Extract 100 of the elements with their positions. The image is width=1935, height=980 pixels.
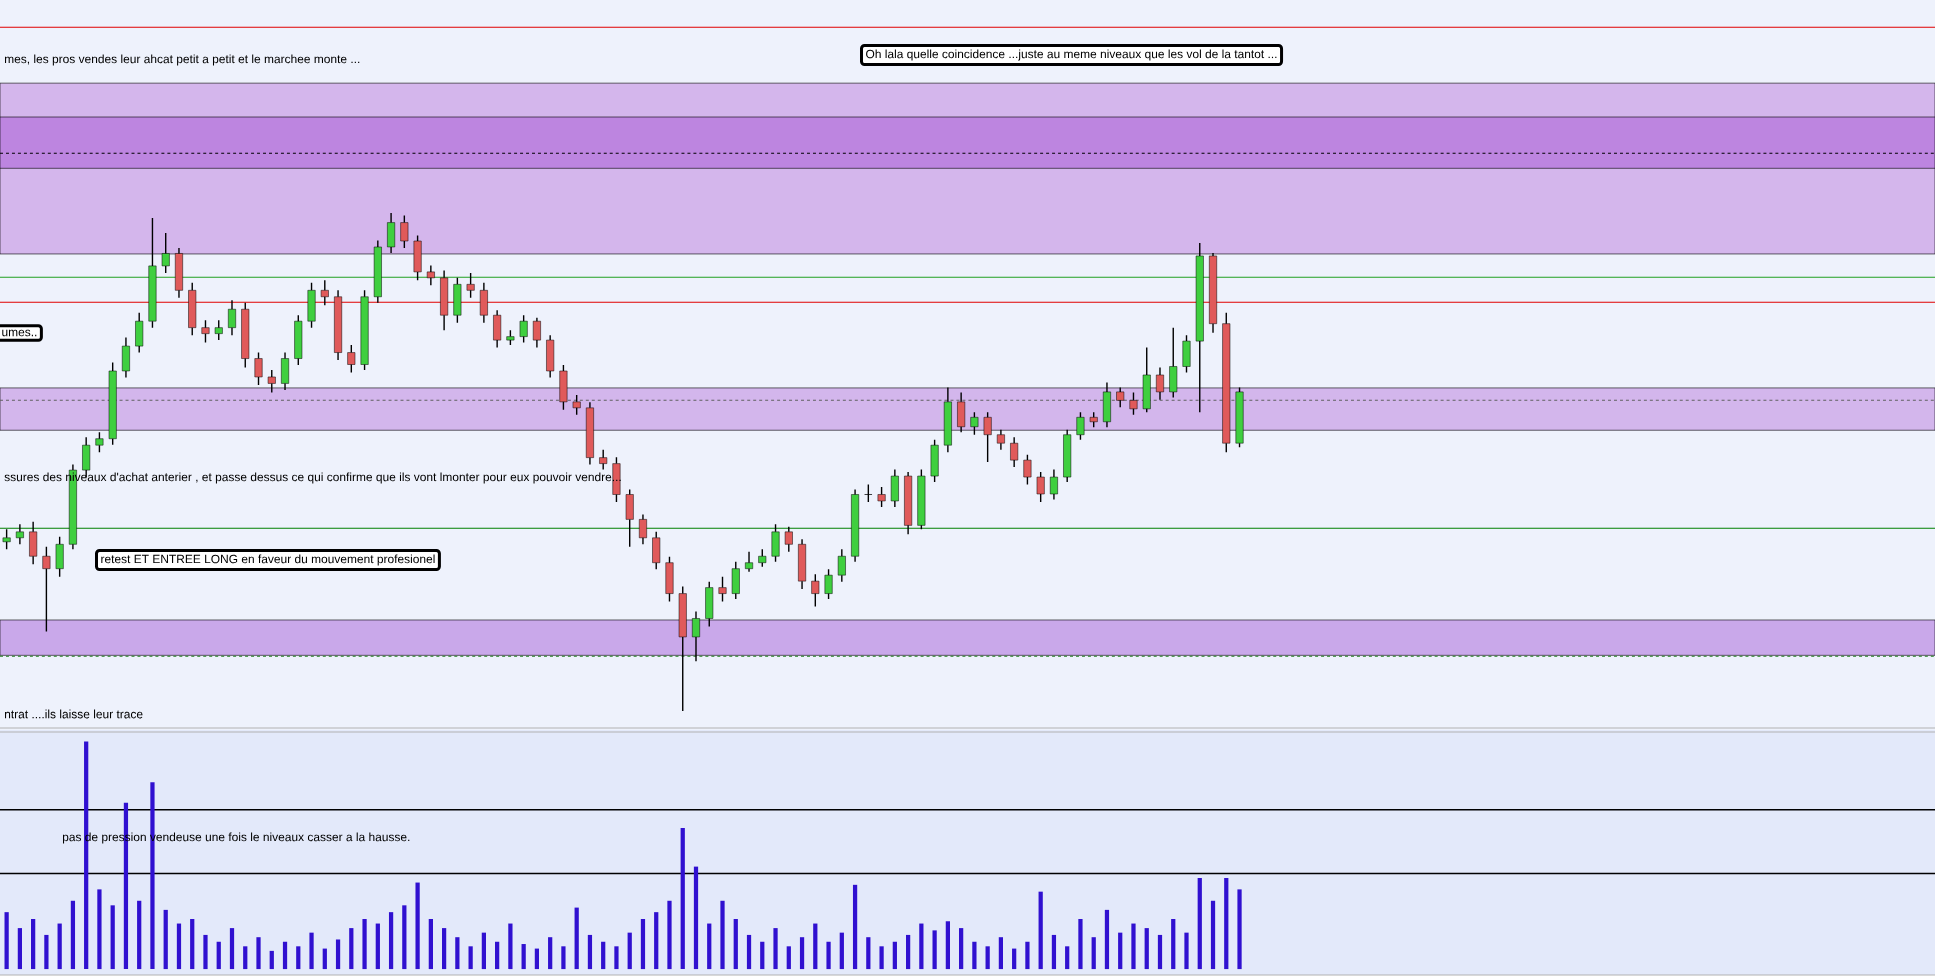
candlestick [890,468,899,508]
bar [972,941,977,970]
candlestick [479,282,488,324]
bar [601,941,606,970]
bar [959,928,964,970]
bar [468,946,473,970]
bar [1157,934,1163,970]
candlestick [745,551,753,573]
candlestick [904,471,913,536]
candlestick [851,488,860,563]
bar [243,946,248,970]
bar [667,900,672,970]
bar [1104,909,1110,970]
bar [282,941,288,970]
bar [627,932,632,970]
annotation: umes.. [2,329,37,337]
bar [349,928,354,970]
bar [229,928,235,970]
bar [296,946,301,970]
bar [852,884,858,970]
bar [932,930,937,970]
candlestick [1010,436,1019,468]
bar [57,923,62,970]
bar [97,889,102,970]
bar [919,923,924,970]
candlestick [334,289,343,361]
candlestick [121,336,130,379]
bar [826,941,831,970]
candlestick [15,523,24,545]
bar [216,941,221,970]
bar [640,918,646,970]
bar [879,946,884,970]
bar [495,941,500,970]
bar [1078,918,1083,970]
bar [388,912,394,970]
bar [548,937,553,970]
bar [362,918,367,970]
candlestick [718,575,727,603]
bar [799,937,805,970]
bar [1091,937,1096,970]
bar [1197,878,1202,970]
bar [534,948,540,970]
text: Oh lala quelle coincidence ...juste au meme niveaux que les vol de la tantot ... [866,49,1277,61]
bar [1131,923,1136,970]
bar [190,918,195,970]
bar [375,923,380,970]
bar [813,923,818,970]
bar [256,937,261,970]
bar [17,928,23,970]
bar [508,923,513,970]
bar [70,900,76,970]
bar [561,946,566,970]
bar [44,934,49,970]
bar [31,918,36,970]
bar [1051,934,1057,970]
bar [521,944,526,970]
bar [1012,948,1017,970]
candlestick [546,334,555,379]
bar [322,948,327,970]
bar [1144,928,1149,970]
bar [1210,900,1216,970]
candlestick [532,317,541,349]
text: mes, les pros vendes leur ahcat petit a petit et le marchee monte ... [5,54,360,66]
bar [176,923,182,970]
candlestick [440,269,449,331]
bar [892,941,897,970]
bar [614,946,619,970]
candlestick [1049,468,1058,501]
bar [335,939,341,970]
bar [773,928,778,970]
candlestick [320,279,329,306]
bar [481,932,486,970]
bar [1237,889,1242,970]
bar [1118,932,1123,970]
bar [1038,891,1043,970]
candlestick [599,448,608,471]
bar [402,905,407,970]
bar [455,937,460,970]
bar [839,932,844,970]
candlestick [466,272,475,299]
bar [1065,946,1070,970]
bar [654,912,659,970]
bar [137,900,142,970]
bar [786,946,791,970]
bar [905,934,911,970]
candlestick [228,299,236,336]
bar [720,900,725,970]
bar [4,912,9,970]
bar [309,932,314,970]
bar [680,827,685,970]
candlestick [426,264,435,287]
bar [1184,932,1189,970]
annotation: ntrat ....ils laisse leur trace [5,709,143,719]
bar [1171,918,1176,970]
bar [574,907,579,970]
candlestick [837,548,846,583]
bar [760,941,765,970]
bar [998,937,1004,970]
bar [415,882,420,970]
bar [693,866,699,970]
